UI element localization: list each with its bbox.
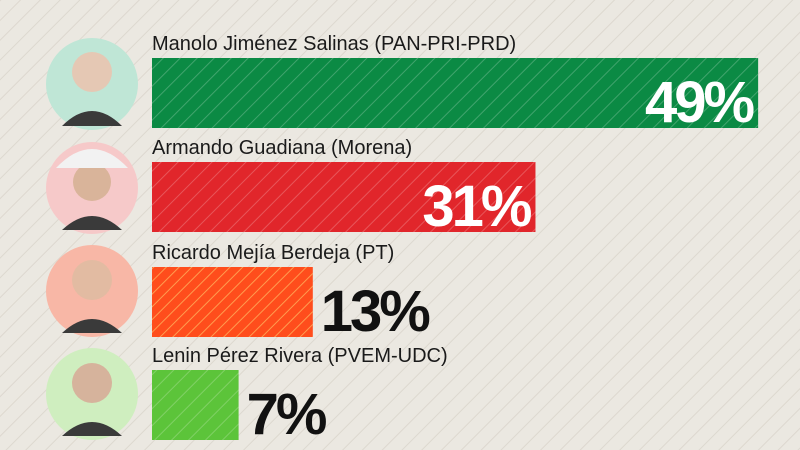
bar-texture bbox=[152, 370, 239, 440]
avatars bbox=[46, 38, 138, 440]
candidate-name: Armando Guadiana (Morena) bbox=[152, 137, 412, 159]
bar-texture bbox=[152, 267, 313, 337]
value-label: 49% bbox=[645, 70, 755, 135]
bar-texture bbox=[152, 58, 759, 128]
bar-texture bbox=[152, 162, 536, 232]
candidate-name: Ricardo Mejía Berdeja (PT) bbox=[152, 242, 394, 264]
value-label: 7% bbox=[247, 382, 327, 447]
candidate-name: Manolo Jiménez Salinas (PAN-PRI-PRD) bbox=[152, 33, 516, 55]
candidate-name: Lenin Pérez Rivera (PVEM-UDC) bbox=[152, 345, 448, 367]
value-label: 31% bbox=[422, 174, 532, 239]
value-label: 13% bbox=[321, 279, 431, 344]
